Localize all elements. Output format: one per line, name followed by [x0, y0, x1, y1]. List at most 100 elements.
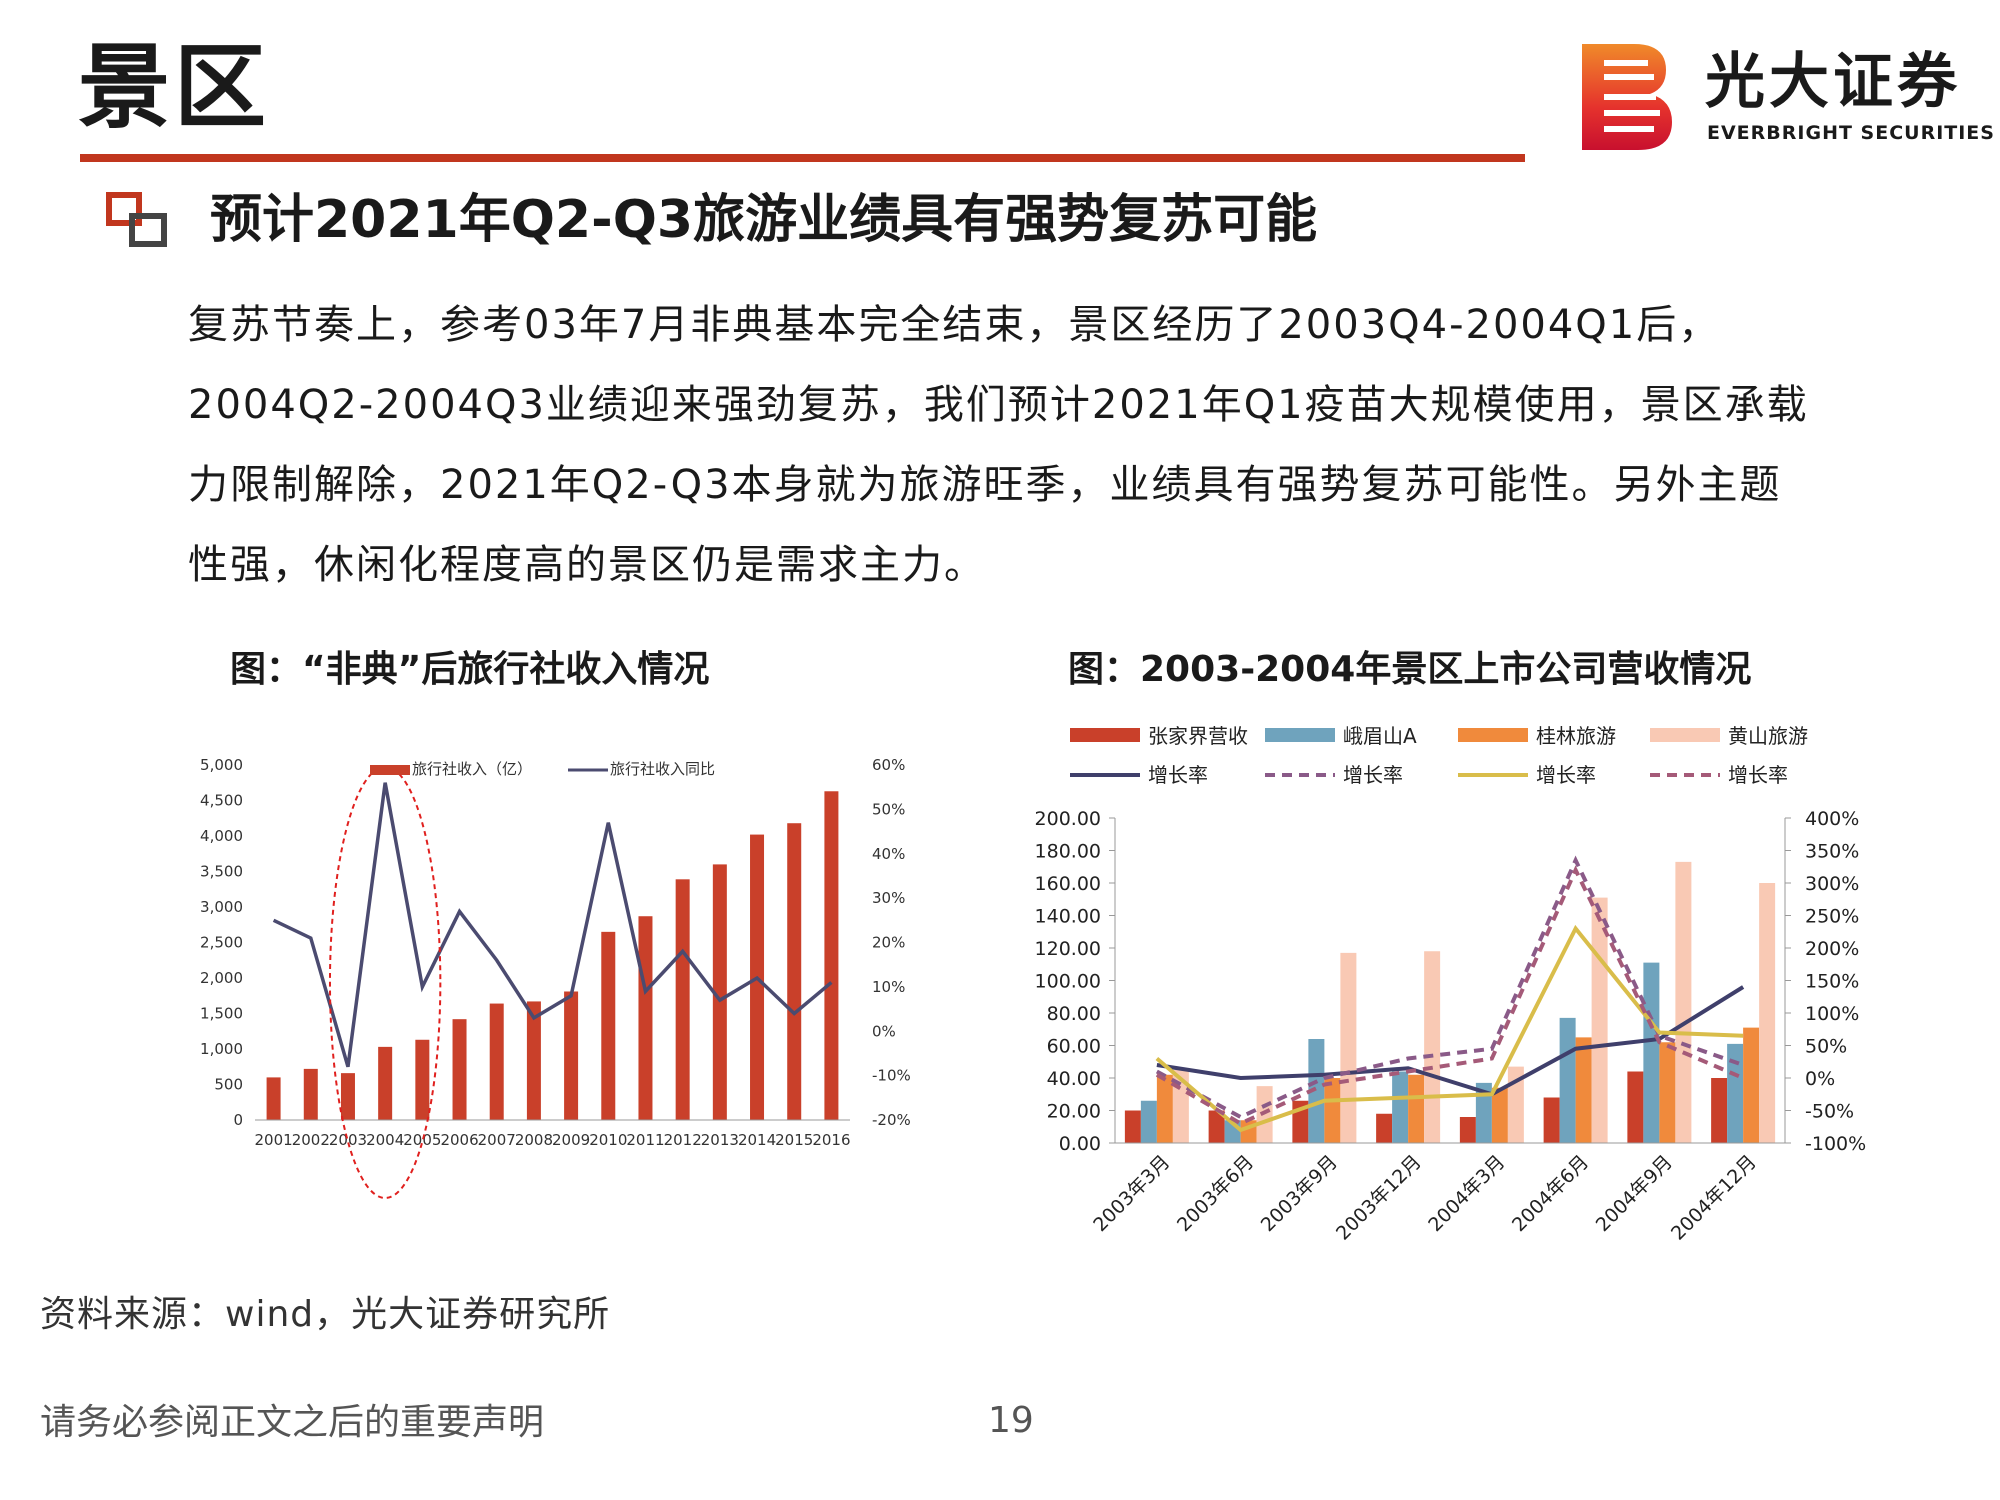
- y2-tick-label: -50%: [1805, 1101, 1854, 1123]
- x-tick-label: 2003年9月: [1257, 1151, 1342, 1236]
- y2-tick-label: 30%: [872, 889, 905, 907]
- revenue-bar: [1376, 1113, 1393, 1143]
- revenue-bar: [1643, 962, 1660, 1143]
- y-tick-label: 4,000: [200, 827, 243, 845]
- y-tick-label: 2,000: [200, 969, 243, 987]
- y2-tick-label: 20%: [872, 934, 905, 952]
- revenue-bar: [1711, 1078, 1728, 1143]
- y2-tick-label: 150%: [1805, 971, 1859, 993]
- legend-label: 黄山旅游: [1728, 724, 1808, 748]
- x-tick-label: 2003年12月: [1332, 1151, 1426, 1245]
- y2-tick-label: 0%: [872, 1022, 896, 1040]
- y2-tick-label: -100%: [1805, 1133, 1866, 1155]
- x-tick-label: 2012: [664, 1131, 702, 1149]
- revenue-bar: [303, 1068, 318, 1120]
- revenue-bar: [1659, 1042, 1676, 1143]
- growth-rate-line: [1155, 855, 1744, 1120]
- y-tick-label: 0.00: [1059, 1133, 1101, 1155]
- revenue-bar: [564, 991, 579, 1120]
- revenue-bar: [1543, 1097, 1560, 1143]
- y-tick-label: 500: [214, 1076, 243, 1094]
- y-tick-label: 140.00: [1035, 906, 1101, 928]
- y-tick-label: 1,500: [200, 1005, 243, 1023]
- y2-tick-label: 10%: [872, 978, 905, 996]
- revenue-bar: [1140, 1100, 1157, 1143]
- legend-label: 增长率: [1343, 763, 1403, 787]
- section-heading: 预计2021年Q2-Q3旅游业绩具有强势复苏可能: [210, 190, 1318, 250]
- legend-swatch-bar: [370, 765, 410, 775]
- legend-swatch-bar: [1265, 728, 1335, 742]
- y-tick-label: 160.00: [1035, 873, 1101, 895]
- revenue-bar: [452, 1019, 467, 1120]
- y2-tick-label: 40%: [872, 845, 905, 863]
- x-tick-label: 2016: [812, 1131, 850, 1149]
- x-tick-label: 2003: [329, 1131, 367, 1149]
- y-tick-label: 4,500: [200, 792, 243, 810]
- legend-label: 峨眉山A: [1343, 724, 1417, 748]
- revenue-bar: [489, 1003, 504, 1120]
- revenue-bar: [824, 791, 839, 1120]
- legend-label: 增长率: [1536, 763, 1596, 787]
- y2-tick-label: 0%: [1805, 1068, 1835, 1090]
- revenue-bar: [1324, 1078, 1341, 1143]
- x-tick-label: 2007: [478, 1131, 516, 1149]
- revenue-yoy-line: [272, 782, 833, 1068]
- revenue-bar: [415, 1039, 430, 1120]
- body-line: 性强，休闲化程度高的景区仍是需求主力。: [188, 542, 986, 588]
- y-tick-label: 200.00: [1035, 808, 1101, 830]
- scenic-company-revenue-chart: 200.00 180.00 160.00 140.00 120.00 100.00 80.0…: [1035, 724, 1867, 1245]
- revenue-bar: [1156, 1074, 1173, 1143]
- revenue-bar: [787, 823, 802, 1120]
- revenue-bar: [1408, 1074, 1425, 1143]
- legend-label: 旅行社收入同比: [610, 760, 715, 778]
- y2-tick-label: -20%: [872, 1111, 911, 1129]
- y-tick-label: 3,500: [200, 863, 243, 881]
- x-tick-label: 2002: [292, 1131, 330, 1149]
- y-tick-label: 80.00: [1047, 1003, 1101, 1025]
- y2-tick-label: 50%: [872, 800, 905, 818]
- y2-tick-label: 60%: [872, 756, 905, 774]
- legend-swatch-bar: [1070, 728, 1140, 742]
- y2-tick-label: 300%: [1805, 873, 1859, 895]
- revenue-bar: [712, 864, 727, 1120]
- revenue-bar: [266, 1077, 281, 1120]
- revenue-bar: [1340, 952, 1357, 1143]
- x-tick-label: 2003年3月: [1089, 1151, 1174, 1236]
- y-tick-label: 40.00: [1047, 1068, 1101, 1090]
- legend-label: 张家界营收: [1148, 724, 1248, 748]
- y2-tick-label: 250%: [1805, 906, 1859, 928]
- everbright-logo-icon: [1582, 44, 1672, 150]
- y2-tick-label: 100%: [1805, 1003, 1859, 1025]
- y2-tick-label: 50%: [1805, 1036, 1847, 1058]
- x-tick-label: 2004年6月: [1508, 1151, 1593, 1236]
- x-tick-label: 2004年9月: [1592, 1151, 1677, 1236]
- legend-label: 旅行社收入（亿）: [412, 760, 532, 778]
- x-tick-label: 2013: [701, 1131, 739, 1149]
- revenue-bar: [1627, 1071, 1644, 1143]
- y-tick-label: 0: [233, 1111, 243, 1129]
- revenue-bar: [1308, 1039, 1325, 1143]
- revenue-bar: [1759, 883, 1776, 1143]
- revenue-bar: [601, 931, 616, 1120]
- legend-swatch-bar: [1458, 728, 1528, 742]
- revenue-bar: [1559, 1017, 1576, 1143]
- y-tick-label: 3,000: [200, 898, 243, 916]
- y-tick-label: 5,000: [200, 756, 243, 774]
- body-line: 2004Q2-2004Q3业绩迎来强劲复苏，我们预计2021年Q1疫苗大规模使用…: [188, 382, 1809, 428]
- section-bullet-icon: [106, 192, 167, 247]
- body-line: 复苏节奏上，参考03年7月非典基本完全结束，景区经历了2003Q4-2004Q1…: [188, 302, 1721, 348]
- x-tick-label: 2010: [589, 1131, 627, 1149]
- logo-english-name: EVERBRIGHT SECURITIES: [1707, 122, 1995, 144]
- y2-tick-label: -10%: [872, 1067, 911, 1085]
- revenue-bar: [1124, 1110, 1141, 1143]
- legend-label: 增长率: [1148, 763, 1208, 787]
- revenue-bar: [1727, 1043, 1744, 1143]
- y-tick-label: 20.00: [1047, 1101, 1101, 1123]
- x-tick-label: 2004年12月: [1667, 1151, 1761, 1245]
- chart-title-travel-agency: 图：“非典”后旅行社收入情况: [230, 649, 710, 690]
- revenue-bar: [1743, 1027, 1760, 1143]
- y2-tick-label: 400%: [1805, 808, 1859, 830]
- revenue-bar: [1208, 1110, 1225, 1143]
- page-title: 景区: [78, 34, 271, 141]
- legend-label: 桂林旅游: [1536, 724, 1616, 748]
